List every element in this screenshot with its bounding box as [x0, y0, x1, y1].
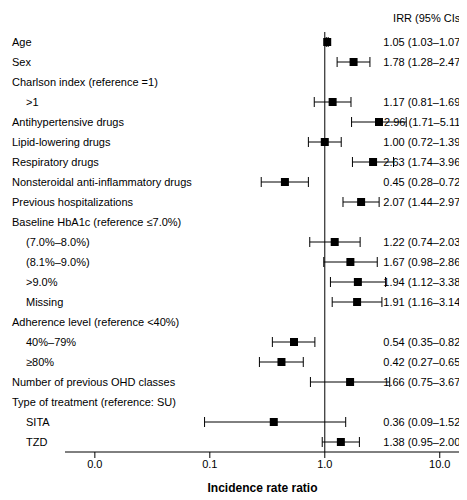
- svg-text:Incidence rate ratio: Incidence rate ratio: [207, 481, 317, 495]
- html-text:IRR (95% CIs): IRR (95% CIs): [393, 12, 464, 24]
- svg-text:Baseline HbA1c (reference ≤7.0: Baseline HbA1c (reference ≤7.0%): [12, 216, 181, 228]
- svg-text:1.91 (1.16–3.14): 1.91 (1.16–3.14): [383, 296, 459, 308]
- svg-text:>1: >1: [26, 96, 39, 108]
- svg-text:Charlson index (reference =1): Charlson index (reference =1): [12, 76, 158, 88]
- svg-text:1.05 (1.03–1.07): 1.05 (1.03–1.07): [383, 36, 459, 48]
- svg-text:TZD: TZD: [26, 436, 47, 448]
- svg-text:1.67 (0.98–2.86): 1.67 (0.98–2.86): [383, 256, 459, 268]
- svg-text:1.66 (0.75–3.67): 1.66 (0.75–3.67): [383, 376, 459, 388]
- svg-text:2.07 (1.44–2.97): 2.07 (1.44–2.97): [383, 196, 459, 208]
- svg-text:0.54 (0.35–0.82): 0.54 (0.35–0.82): [383, 336, 459, 348]
- svg-text:Sex: Sex: [12, 56, 31, 68]
- svg-text:(7.0%–8.0%): (7.0%–8.0%): [26, 236, 90, 248]
- svg-text:0.36 (0.09–1.52): 0.36 (0.09–1.52): [383, 416, 459, 428]
- svg-text:(8.1%–9.0%): (8.1%–9.0%): [26, 256, 90, 268]
- svg-text:0.42 (0.27–0.65): 0.42 (0.27–0.65): [383, 356, 459, 368]
- svg-text:Age: Age: [12, 36, 32, 48]
- svg-text:0.0: 0.0: [87, 458, 102, 470]
- svg-text:2.63 (1.74–3.96): 2.63 (1.74–3.96): [383, 156, 459, 168]
- svg-text:>9.0%: >9.0%: [26, 276, 58, 288]
- svg-text:Lipid-lowering drugs: Lipid-lowering drugs: [12, 136, 111, 148]
- svg-text:Previous hospitalizations: Previous hospitalizations: [12, 196, 134, 208]
- svg-text:1.22 (0.74–2.03): 1.22 (0.74–2.03): [383, 236, 459, 248]
- svg-text:Missing: Missing: [26, 296, 63, 308]
- svg-text:1.0: 1.0: [317, 458, 332, 470]
- svg-text:1.00 (0.72–1.39): 1.00 (0.72–1.39): [383, 136, 459, 148]
- svg-text:Antihypertensive drugs: Antihypertensive drugs: [12, 116, 124, 128]
- svg-text:Adherence level (reference <40: Adherence level (reference <40%): [12, 316, 179, 328]
- svg-text:Type of treatment (reference:: Type of treatment (reference: SU): [12, 396, 176, 408]
- svg-text:1.94 (1.12–3.38): 1.94 (1.12–3.38): [383, 276, 459, 288]
- svg-text:1.17 (0.81–1.69): 1.17 (0.81–1.69): [383, 96, 459, 108]
- svg-text:1.78 (1.28–2.47): 1.78 (1.28–2.47): [383, 56, 459, 68]
- svg-text:0.45 (0.28–0.72): 0.45 (0.28–0.72): [383, 176, 459, 188]
- svg-text:1.38 (0.95–2.00): 1.38 (0.95–2.00): [383, 436, 459, 448]
- svg-text:≥80%: ≥80%: [26, 356, 54, 368]
- svg-text:Nonsteroidal anti-inflammatory: Nonsteroidal anti-inflammatory drugs: [12, 176, 192, 188]
- svg-text:SITA: SITA: [26, 416, 50, 428]
- svg-text:Respiratory drugs: Respiratory drugs: [12, 156, 99, 168]
- svg-text:2.96 (1.71–5.11): 2.96 (1.71–5.11): [384, 116, 459, 128]
- svg-text:Number of previous OHD classes: Number of previous OHD classes: [12, 376, 176, 388]
- svg-text:0.1: 0.1: [202, 458, 217, 470]
- svg-text:10.0: 10.0: [429, 458, 450, 470]
- svg-text:40%–79%: 40%–79%: [26, 336, 76, 348]
